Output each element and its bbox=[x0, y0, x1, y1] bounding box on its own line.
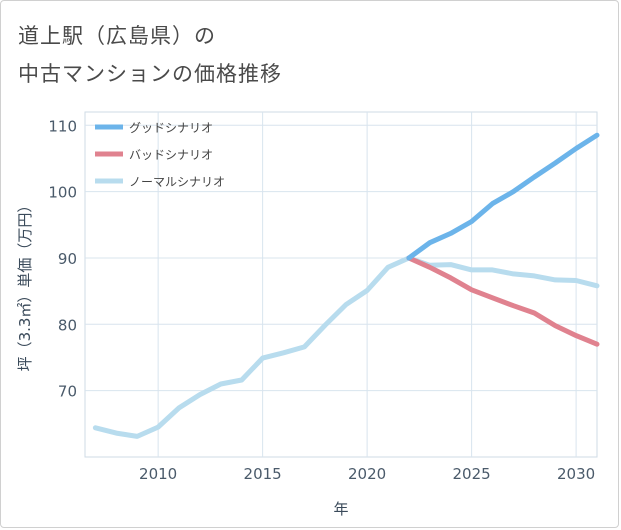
y-tick-label: 70 bbox=[58, 383, 77, 401]
series-line-0 bbox=[406, 132, 600, 261]
x-tick-label: 2015 bbox=[244, 465, 282, 483]
legend-label: グッドシナリオ bbox=[129, 121, 213, 135]
series-lines bbox=[92, 132, 600, 439]
y-tick-label: 90 bbox=[58, 250, 77, 268]
series-line-1 bbox=[406, 255, 600, 347]
y-axis-label: 坪（3.3㎡）単価（万円） bbox=[16, 198, 34, 372]
x-tick-label: 2020 bbox=[348, 465, 386, 483]
x-tick-label: 2010 bbox=[139, 465, 177, 483]
y-tick-label: 80 bbox=[58, 316, 77, 334]
plot-area bbox=[84, 111, 598, 458]
legend-label: バッドシナリオ bbox=[129, 148, 213, 162]
x-tick-label: 2030 bbox=[557, 465, 595, 483]
series-line-2 bbox=[92, 255, 600, 439]
chart-title-line1: 道上駅（広島県）の bbox=[18, 24, 216, 48]
grid bbox=[84, 111, 598, 458]
x-axis-label: 年 bbox=[333, 500, 348, 518]
axes: 2010 2015 2020 2025 2030 70 80 90 100 110 bbox=[48, 117, 595, 483]
legend-label: ノーマルシナリオ bbox=[129, 175, 225, 189]
chart-title-line2: 中古マンションの価格推移 bbox=[18, 62, 282, 86]
y-tick-label: 100 bbox=[48, 184, 77, 202]
x-tick-label: 2025 bbox=[453, 465, 491, 483]
y-tick-label: 110 bbox=[48, 117, 77, 135]
